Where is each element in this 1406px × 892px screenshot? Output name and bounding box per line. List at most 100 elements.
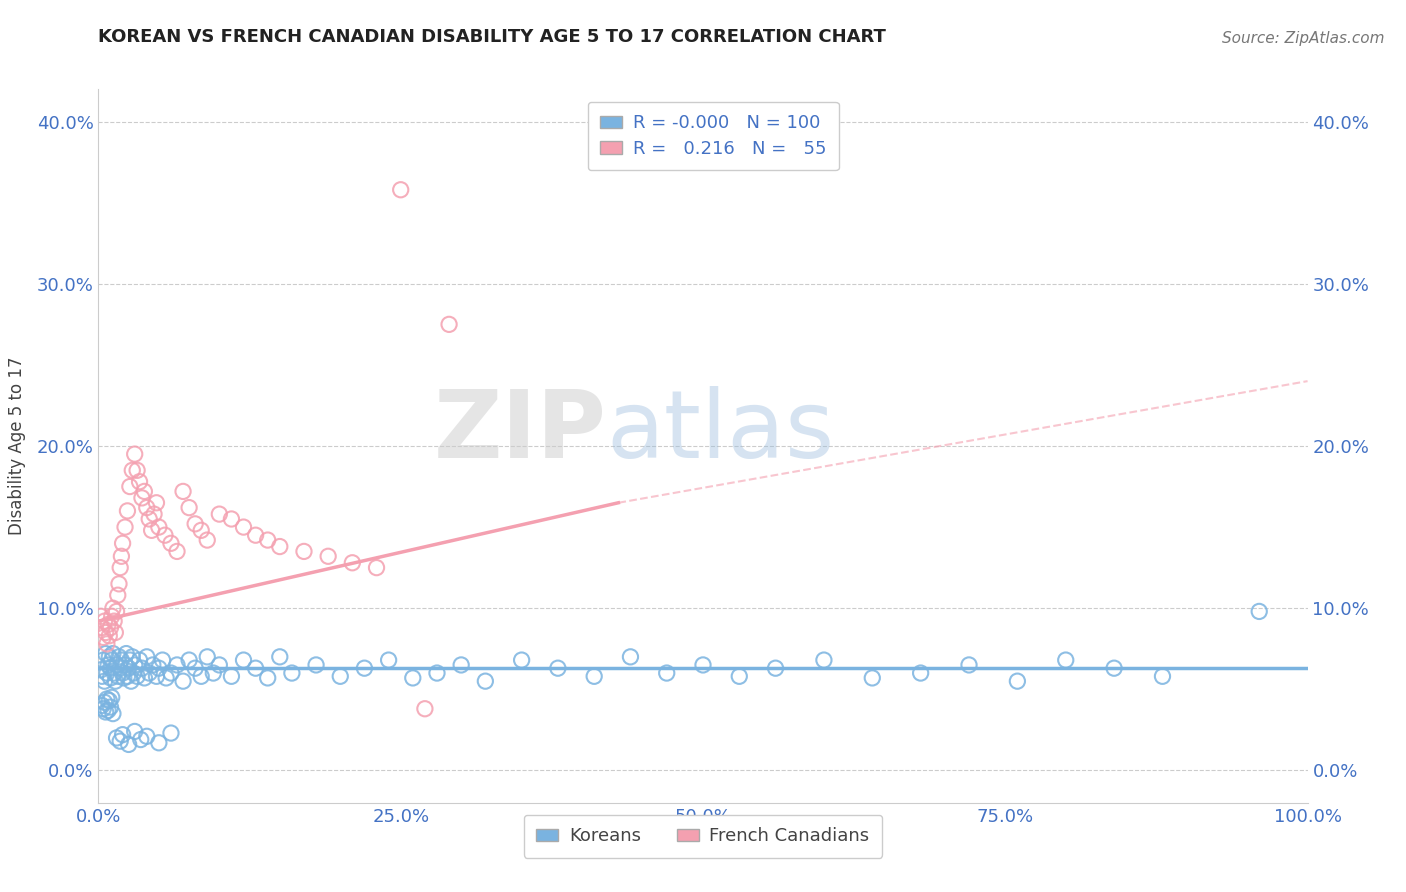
Point: [281, 666, 304, 681]
Point: [103, 614, 125, 628]
Point: [96, 666, 118, 681]
Point: [128, 475, 150, 489]
Point: [190, 669, 212, 683]
Point: [910, 666, 932, 681]
Point: [138, 512, 160, 526]
Point: [105, 604, 128, 618]
Point: [195, 649, 218, 664]
Point: [160, 726, 183, 740]
Point: [232, 520, 254, 534]
Point: [813, 653, 835, 667]
Point: [232, 653, 254, 667]
Point: [179, 653, 201, 667]
Point: [91, 631, 114, 645]
Point: [100, 671, 122, 685]
Point: [96, 692, 118, 706]
Point: [118, 738, 141, 752]
Point: [135, 729, 157, 743]
Point: [957, 657, 980, 672]
Point: [583, 669, 606, 683]
Point: [547, 661, 569, 675]
Point: [104, 674, 127, 689]
Point: [107, 588, 129, 602]
Point: [208, 507, 231, 521]
Point: [155, 671, 177, 685]
Point: [121, 649, 143, 664]
Point: [148, 661, 170, 675]
Point: [91, 621, 114, 635]
Point: [129, 732, 152, 747]
Point: [121, 463, 143, 477]
Point: [353, 661, 375, 675]
Point: [107, 669, 129, 683]
Point: [96, 637, 118, 651]
Text: Source: ZipAtlas.com: Source: ZipAtlas.com: [1222, 31, 1385, 46]
Point: [145, 669, 167, 683]
Point: [269, 540, 291, 554]
Point: [100, 621, 122, 635]
Point: [91, 653, 114, 667]
Point: [134, 671, 156, 685]
Point: [305, 657, 328, 672]
Legend: Koreans, French Canadians: Koreans, French Canadians: [524, 814, 882, 858]
Point: [97, 657, 120, 672]
Point: [135, 649, 157, 664]
Point: [389, 183, 412, 197]
Point: [108, 560, 131, 574]
Point: [134, 484, 156, 499]
Point: [90, 609, 112, 624]
Point: [765, 661, 787, 675]
Point: [98, 629, 121, 643]
Point: [91, 702, 114, 716]
Text: atlas: atlas: [606, 385, 835, 478]
Point: [366, 560, 388, 574]
Point: [245, 661, 267, 675]
Point: [269, 649, 291, 664]
Point: [179, 500, 201, 515]
Point: [221, 512, 243, 526]
Point: [292, 544, 315, 558]
Point: [97, 617, 120, 632]
Point: [245, 528, 267, 542]
Text: KOREAN VS FRENCH CANADIAN DISABILITY AGE 5 TO 17 CORRELATION CHART: KOREAN VS FRENCH CANADIAN DISABILITY AGE…: [98, 29, 886, 46]
Point: [117, 669, 139, 683]
Point: [131, 491, 153, 505]
Point: [94, 705, 117, 719]
Point: [127, 669, 149, 683]
Point: [94, 625, 117, 640]
Point: [112, 671, 135, 685]
Point: [105, 657, 128, 672]
Point: [115, 647, 138, 661]
Point: [108, 661, 131, 675]
Point: [377, 653, 399, 667]
Point: [166, 544, 188, 558]
Point: [127, 463, 149, 477]
Point: [152, 653, 174, 667]
Point: [1102, 661, 1125, 675]
Point: [172, 484, 194, 499]
Point: [104, 625, 127, 640]
Point: [110, 549, 132, 564]
Point: [114, 657, 136, 672]
Point: [118, 479, 141, 493]
Point: [97, 703, 120, 717]
Point: [1249, 604, 1271, 618]
Point: [195, 533, 218, 547]
Point: [93, 614, 115, 628]
Point: [93, 695, 115, 709]
Point: [111, 666, 134, 681]
Point: [91, 669, 114, 683]
Point: [692, 657, 714, 672]
Point: [728, 669, 751, 683]
Point: [143, 507, 166, 521]
Point: [172, 674, 194, 689]
Point: [148, 736, 170, 750]
Point: [190, 524, 212, 538]
Point: [93, 674, 115, 689]
Point: [437, 318, 460, 332]
Point: [413, 702, 436, 716]
Point: [101, 601, 124, 615]
Text: ZIP: ZIP: [433, 385, 606, 478]
Point: [510, 653, 533, 667]
Point: [860, 671, 883, 685]
